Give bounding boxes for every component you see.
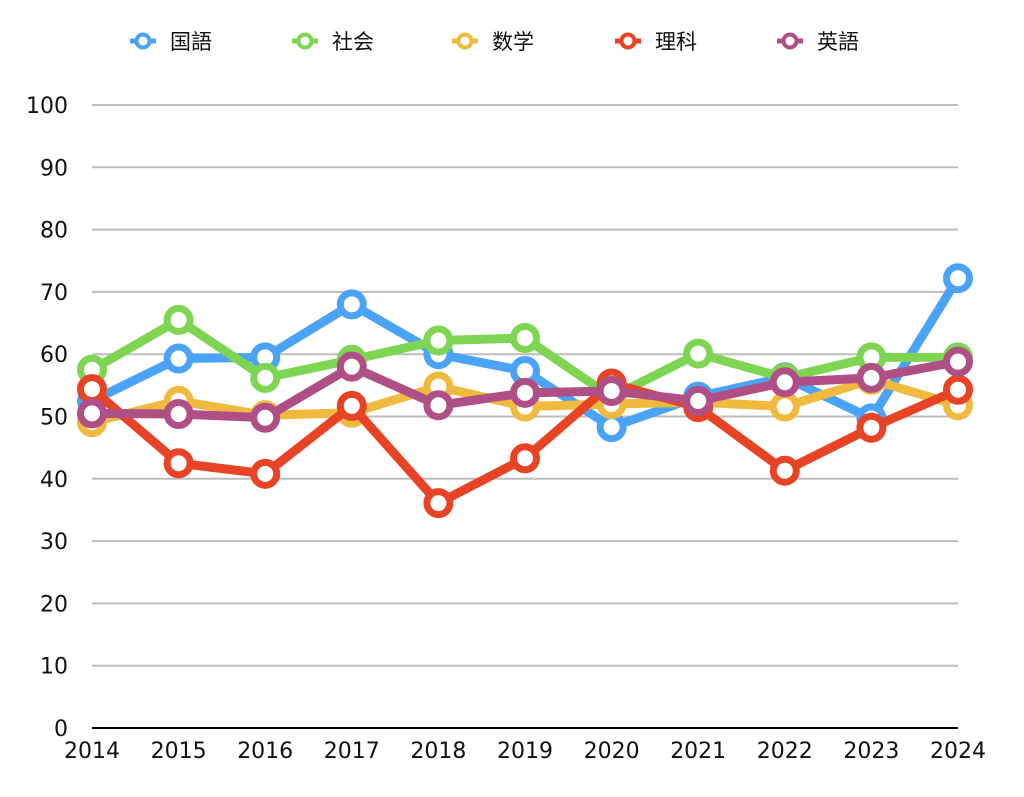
data-point [683, 385, 714, 416]
data-point [163, 399, 194, 430]
y-tick-label: 60 [40, 343, 68, 368]
data-point [336, 289, 367, 320]
data-point [163, 448, 194, 479]
y-tick-label: 30 [40, 530, 68, 555]
legend-marker-icon [296, 32, 314, 50]
data-point [163, 343, 194, 374]
legend: 国語 社会 数学 理科 英語 [130, 30, 859, 54]
y-tick-label: 80 [40, 219, 68, 244]
legend-item: 英語 [777, 30, 859, 54]
data-point [250, 402, 281, 433]
data-point [510, 377, 540, 408]
legend-item: 理科 [615, 30, 697, 54]
legend-marker-icon [456, 32, 474, 50]
x-axis-ticks: 2014 2015 2016 2017 2018 2019 2020 2021 2022 2023… [64, 739, 986, 764]
legend-label: 社会 [332, 30, 374, 54]
data-point [510, 443, 540, 474]
data-point [336, 351, 367, 382]
x-tick-label: 2015 [151, 739, 207, 764]
legend-label: 国語 [170, 30, 212, 54]
y-axis-ticks: 0 10 20 30 40 50 60 70 80 90 100 [26, 94, 68, 742]
y-tick-label: 70 [40, 281, 68, 306]
data-point [683, 338, 714, 369]
x-tick-label: 2021 [670, 739, 726, 764]
legend-marker-icon [134, 32, 152, 50]
legend-label: 理科 [655, 30, 697, 54]
legend-label: 数学 [492, 30, 534, 54]
legend-marker-icon [619, 32, 637, 50]
data-point [596, 412, 627, 443]
data-point [943, 374, 973, 405]
y-tick-label: 90 [40, 156, 68, 181]
data-point [943, 263, 973, 294]
series-4 [77, 346, 973, 433]
legend-label: 英語 [817, 30, 859, 54]
x-tick-label: 2019 [497, 739, 553, 764]
legend-item: 数学 [452, 30, 534, 54]
data-point [856, 362, 887, 393]
x-tick-label: 2022 [757, 739, 813, 764]
x-tick-label: 2020 [584, 739, 640, 764]
y-tick-label: 40 [40, 468, 68, 493]
y-tick-label: 100 [26, 94, 68, 119]
data-point [510, 323, 540, 354]
x-tick-label: 2024 [930, 739, 986, 764]
x-tick-label: 2018 [410, 739, 466, 764]
data-point [423, 390, 454, 421]
x-tick-label: 2017 [324, 739, 380, 764]
x-tick-label: 2023 [843, 739, 899, 764]
data-point [596, 375, 627, 406]
data-point [943, 346, 973, 377]
data-point [163, 304, 194, 335]
x-tick-label: 2014 [64, 739, 120, 764]
y-tick-label: 10 [40, 655, 68, 680]
data-point [77, 398, 107, 429]
data-point [250, 362, 281, 393]
series-group [77, 263, 973, 519]
legend-item: 社会 [292, 30, 374, 54]
y-tick-label: 20 [40, 592, 68, 617]
data-point [769, 391, 800, 422]
data-point [336, 390, 367, 421]
data-point [423, 488, 454, 519]
legend-item: 国語 [130, 30, 212, 54]
data-point [856, 412, 887, 443]
data-point [77, 374, 107, 405]
y-tick-label: 50 [40, 406, 68, 431]
data-point [423, 325, 454, 356]
data-point [250, 458, 281, 489]
x-tick-label: 2016 [237, 739, 293, 764]
data-point [769, 455, 800, 486]
y-tick-label: 0 [54, 717, 68, 742]
legend-marker-icon [781, 32, 799, 50]
data-point [769, 367, 800, 398]
